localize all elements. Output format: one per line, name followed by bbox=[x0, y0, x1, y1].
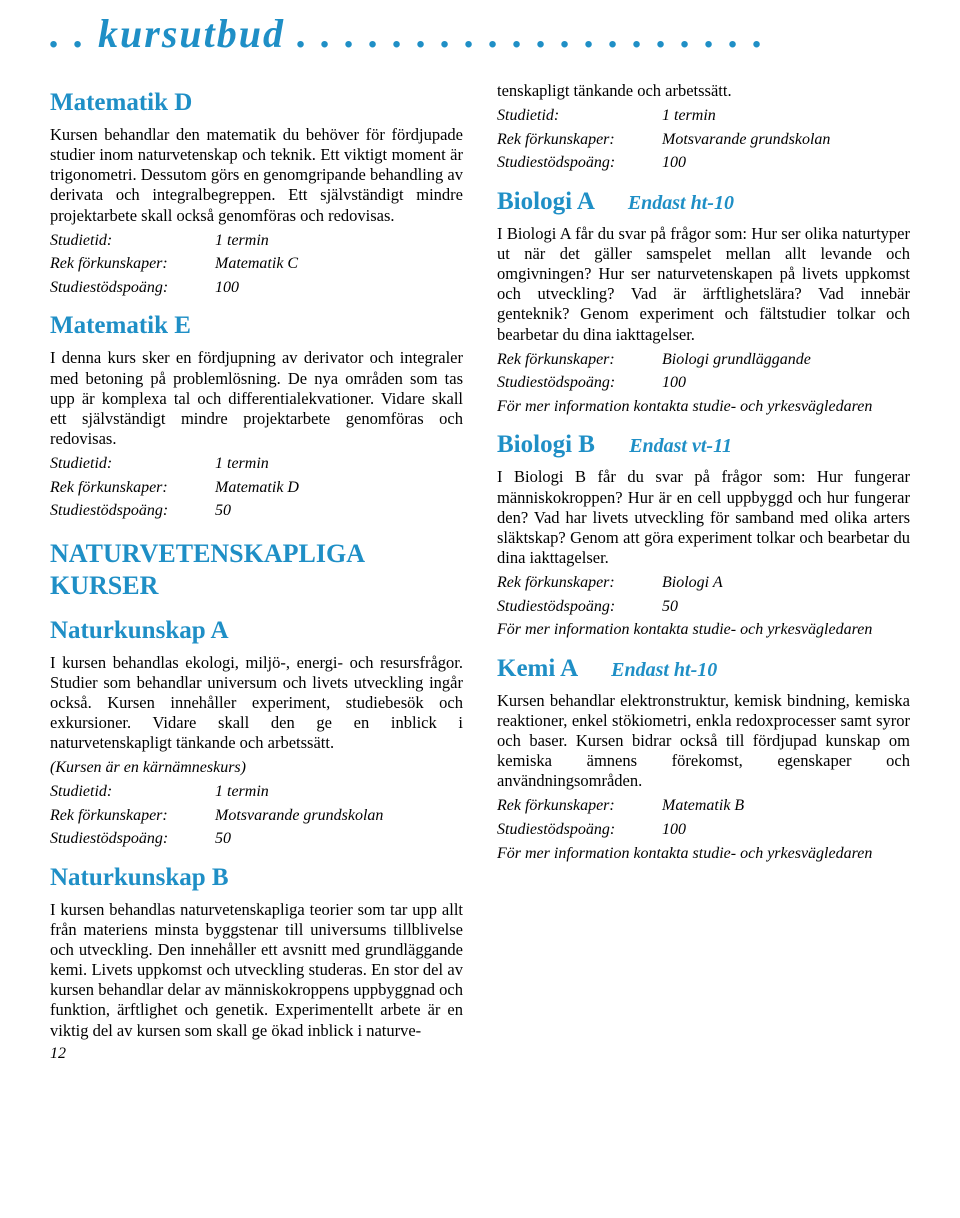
title-text: Biologi A bbox=[497, 188, 594, 215]
meta-value: Matematik D bbox=[215, 477, 299, 499]
nata-note: (Kursen är en kärnämneskurs) bbox=[50, 757, 463, 779]
matd-poang: Studiestödspoäng: 100 bbox=[50, 277, 463, 299]
natb-cont-body: tenskapligt tänkande och arbetssätt. bbox=[497, 81, 910, 101]
biob-poang: Studiestödspoäng: 50 bbox=[497, 596, 910, 618]
nata-body: I kursen behandlas ekologi, miljö-, ener… bbox=[50, 653, 463, 754]
bioa-body: I Biologi A får du svar på frågor som: H… bbox=[497, 224, 910, 345]
kemia-poang: Studiestödspoäng: 100 bbox=[497, 819, 910, 841]
kemia-info: För mer information kontakta studie- och… bbox=[497, 843, 910, 865]
nata-poang: Studiestödspoäng: 50 bbox=[50, 828, 463, 850]
meta-value: Matematik B bbox=[662, 795, 744, 817]
meta-label: Studiestödspoäng: bbox=[50, 828, 215, 850]
meta-label: Rek förkunskaper: bbox=[497, 572, 662, 594]
meta-value: 1 termin bbox=[662, 105, 716, 127]
meta-label: Studietid: bbox=[50, 781, 215, 803]
natb-studietid: Studietid: 1 termin bbox=[497, 105, 910, 127]
kemia-rek: Rek förkunskaper: Matematik B bbox=[497, 795, 910, 817]
meta-label: Rek förkunskaper: bbox=[497, 795, 662, 817]
mate-poang: Studiestödspoäng: 50 bbox=[50, 500, 463, 522]
meta-value: 100 bbox=[662, 819, 686, 841]
biob-info: För mer information kontakta studie- och… bbox=[497, 619, 910, 641]
meta-label: Studiestödspoäng: bbox=[497, 372, 662, 394]
columns: Matematik D Kursen behandlar den matemat… bbox=[50, 75, 910, 1063]
matd-title: Matematik D bbox=[50, 89, 463, 117]
right-column: tenskapligt tänkande och arbetssätt. Stu… bbox=[497, 75, 910, 1063]
meta-label: Studiestödspoäng: bbox=[497, 152, 662, 174]
meta-label: Studietid: bbox=[497, 105, 662, 127]
meta-value: 1 termin bbox=[215, 230, 269, 252]
nata-title: Naturkunskap A bbox=[50, 617, 463, 645]
meta-value: 50 bbox=[662, 596, 678, 618]
meta-value: 100 bbox=[662, 152, 686, 174]
bioa-title: Biologi A Endast ht-10 bbox=[497, 188, 910, 216]
meta-label: Rek förkunskaper: bbox=[50, 477, 215, 499]
left-column: Matematik D Kursen behandlar den matemat… bbox=[50, 75, 463, 1063]
biob-rek: Rek förkunskaper: Biologi A bbox=[497, 572, 910, 594]
title-tag: Endast ht-10 bbox=[628, 192, 734, 214]
bioa-rek: Rek förkunskaper: Biologi grundläggande bbox=[497, 349, 910, 371]
kemia-body: Kursen behandlar elektronstruktur, kemis… bbox=[497, 691, 910, 792]
mate-rek: Rek förkunskaper: Matematik D bbox=[50, 477, 463, 499]
meta-label: Studiestödspoäng: bbox=[497, 819, 662, 841]
meta-value: 50 bbox=[215, 828, 231, 850]
title-text: Kemi A bbox=[497, 655, 577, 682]
matd-rek: Rek förkunskaper: Matematik C bbox=[50, 253, 463, 275]
title-text: Biologi B bbox=[497, 431, 595, 458]
natb-title: Naturkunskap B bbox=[50, 864, 463, 892]
meta-label: Studiestödspoäng: bbox=[497, 596, 662, 618]
natb-poang: Studiestödspoäng: 100 bbox=[497, 152, 910, 174]
page: . . kursutbud . . . . . . . . . . . . . … bbox=[0, 0, 960, 1093]
meta-label: Studiestödspoäng: bbox=[50, 277, 215, 299]
meta-value: 1 termin bbox=[215, 453, 269, 475]
meta-label: Studietid: bbox=[50, 453, 215, 475]
natb-body: I kursen behandlas naturvetenskapliga te… bbox=[50, 900, 463, 1041]
mate-title: Matematik E bbox=[50, 312, 463, 340]
natvet-heading: NATURVETENSKAPLIGA KURSER bbox=[50, 538, 463, 603]
biob-title: Biologi B Endast vt-11 bbox=[497, 431, 910, 459]
meta-value: Motsvarande grundskolan bbox=[215, 805, 383, 827]
meta-label: Studiestödspoäng: bbox=[50, 500, 215, 522]
meta-label: Studietid: bbox=[50, 230, 215, 252]
natb-rek: Rek förkunskaper: Motsvarande grundskola… bbox=[497, 129, 910, 151]
title-tag: Endast vt-11 bbox=[629, 435, 732, 457]
meta-value: Matematik C bbox=[215, 253, 298, 275]
bioa-info: För mer information kontakta studie- och… bbox=[497, 396, 910, 418]
page-header: . . kursutbud . . . . . . . . . . . . . … bbox=[50, 0, 910, 75]
matd-body: Kursen behandlar den matematik du behöve… bbox=[50, 125, 463, 226]
meta-value: Biologi A bbox=[662, 572, 723, 594]
meta-label: Rek förkunskaper: bbox=[50, 805, 215, 827]
mate-studietid: Studietid: 1 termin bbox=[50, 453, 463, 475]
kemia-title: Kemi A Endast ht-10 bbox=[497, 655, 910, 683]
meta-label: Rek förkunskaper: bbox=[497, 349, 662, 371]
biob-body: I Biologi B får du svar på frågor som: H… bbox=[497, 467, 910, 568]
bioa-poang: Studiestödspoäng: 100 bbox=[497, 372, 910, 394]
meta-value: 50 bbox=[215, 500, 231, 522]
meta-value: 100 bbox=[662, 372, 686, 394]
nata-rek: Rek förkunskaper: Motsvarande grundskola… bbox=[50, 805, 463, 827]
matd-studietid: Studietid: 1 termin bbox=[50, 230, 463, 252]
meta-label: Rek förkunskaper: bbox=[50, 253, 215, 275]
meta-value: Biologi grundläggande bbox=[662, 349, 811, 371]
nata-studietid: Studietid: 1 termin bbox=[50, 781, 463, 803]
meta-value: 1 termin bbox=[215, 781, 269, 803]
meta-value: 100 bbox=[215, 277, 239, 299]
mate-body: I denna kurs sker en fördjupning av deri… bbox=[50, 348, 463, 449]
page-number: 12 bbox=[50, 1045, 463, 1063]
meta-value: Motsvarande grundskolan bbox=[662, 129, 830, 151]
meta-label: Rek förkunskaper: bbox=[497, 129, 662, 151]
title-tag: Endast ht-10 bbox=[611, 659, 717, 681]
